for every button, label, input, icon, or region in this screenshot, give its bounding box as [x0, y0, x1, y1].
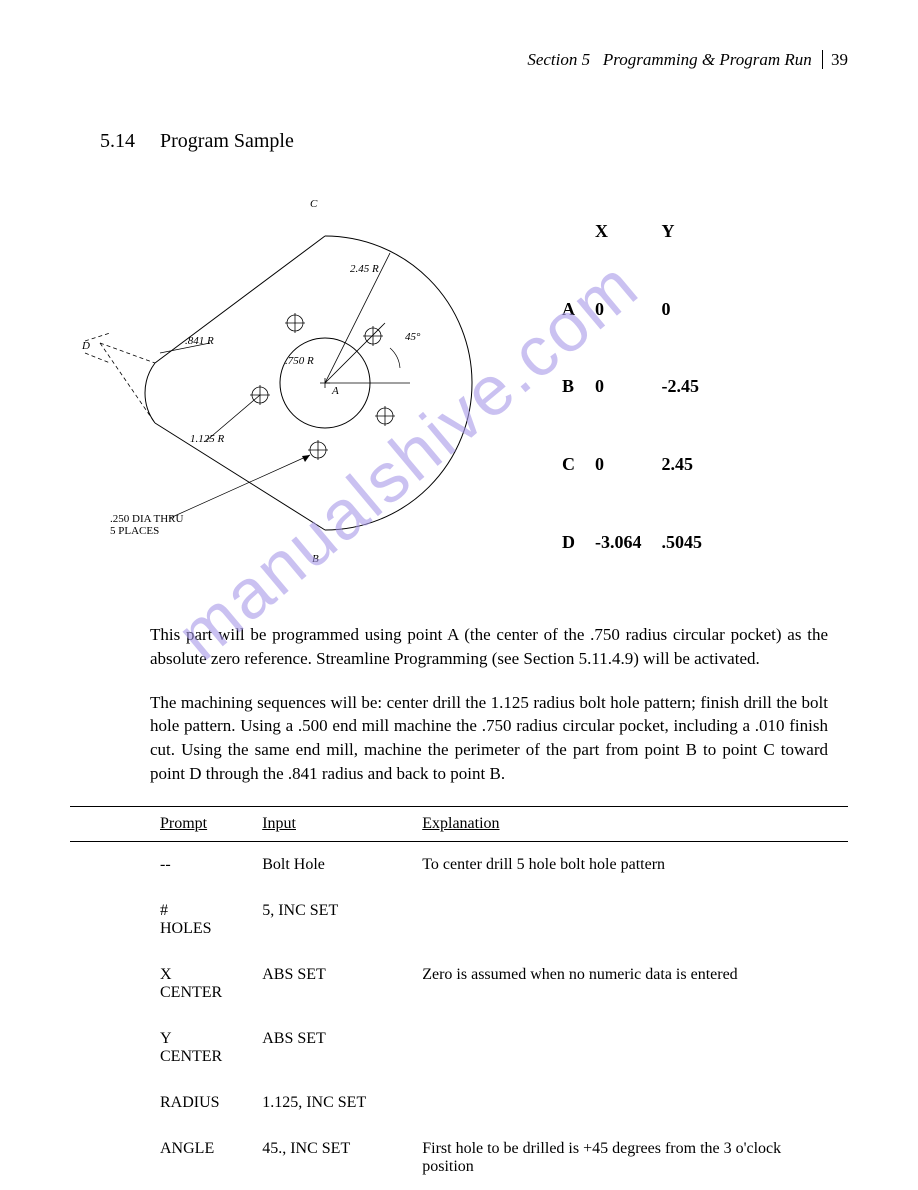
- dim-45deg: 45°: [405, 331, 420, 343]
- label-B: B: [312, 553, 319, 565]
- cell-input: 1.125, INC SET: [242, 1080, 402, 1126]
- coord-label: C: [562, 428, 593, 504]
- section-number: 5.14: [100, 130, 135, 152]
- paragraph-1: This part will be programmed using point…: [70, 623, 848, 671]
- dim-1125R: 1.125 R: [190, 433, 224, 445]
- page-number: 39: [822, 50, 848, 69]
- coord-y: 0: [662, 273, 721, 349]
- table-header-explanation: Explanation: [402, 806, 848, 841]
- cell-explanation: First hole to be drilled is +45 degrees …: [402, 1126, 848, 1190]
- cell-prompt: # HOLES: [70, 888, 242, 952]
- program-table: Prompt Input Explanation -- Bolt Hole To…: [70, 806, 848, 1190]
- table-row: ANGLE 45., INC SET First hole to be dril…: [70, 1126, 848, 1190]
- table-row: -- Bolt Hole To center drill 5 hole bolt…: [70, 841, 848, 888]
- cell-explanation: [402, 1080, 848, 1126]
- coord-x: 0: [595, 273, 660, 349]
- section-heading: 5.14 Program Sample: [70, 130, 848, 153]
- coord-x: 0: [595, 428, 660, 504]
- coord-x: -3.064: [595, 505, 660, 581]
- dim-841R: .841 R: [185, 335, 214, 347]
- table-header-input: Input: [242, 806, 402, 841]
- header-title: Programming & Program Run: [603, 50, 812, 69]
- dim-245R: 2.45 R: [350, 263, 379, 275]
- coord-header-y: Y: [662, 195, 721, 271]
- cell-input: ABS SET: [242, 1016, 402, 1080]
- label-A: A: [332, 385, 339, 397]
- dim-5places: 5 PLACES: [110, 525, 159, 537]
- cell-input: 45., INC SET: [242, 1126, 402, 1190]
- figure-area: C B D A 2.45 R .750 R .841 R 1.125 R 45°…: [70, 183, 848, 583]
- coord-y: -2.45: [662, 350, 721, 426]
- coord-label: B: [562, 350, 593, 426]
- cell-input: ABS SET: [242, 952, 402, 1016]
- coord-y: .5045: [662, 505, 721, 581]
- coord-y: 2.45: [662, 428, 721, 504]
- cell-explanation: [402, 1016, 848, 1080]
- label-D: D: [82, 340, 90, 352]
- section-label: Section 5: [527, 50, 590, 69]
- dim-250dia: .250 DIA THRU: [110, 513, 183, 525]
- dim-750R: .750 R: [285, 355, 314, 367]
- cell-explanation: [402, 888, 848, 952]
- coord-header-x: X: [595, 195, 660, 271]
- paragraph-2: The machining sequences will be: center …: [70, 691, 848, 786]
- table-row: # HOLES 5, INC SET: [70, 888, 848, 952]
- coord-row: C 0 2.45: [562, 428, 720, 504]
- cell-explanation: Zero is assumed when no numeric data is …: [402, 952, 848, 1016]
- coord-row: D -3.064 .5045: [562, 505, 720, 581]
- cell-prompt: --: [70, 841, 242, 888]
- coord-label: A: [562, 273, 593, 349]
- coordinate-table: X Y A 0 0 B 0 -2.45 C 0 2.45 D -3.064 .5…: [560, 193, 722, 583]
- table-header-prompt: Prompt: [70, 806, 242, 841]
- section-title: Program Sample: [160, 130, 294, 152]
- coord-row: B 0 -2.45: [562, 350, 720, 426]
- cell-prompt: X CENTER: [70, 952, 242, 1016]
- table-row: X CENTER ABS SET Zero is assumed when no…: [70, 952, 848, 1016]
- coord-label: D: [562, 505, 593, 581]
- page-header: Section 5 Programming & Program Run 39: [70, 50, 848, 70]
- coord-x: 0: [595, 350, 660, 426]
- cell-explanation: To center drill 5 hole bolt hole pattern: [402, 841, 848, 888]
- label-C: C: [310, 198, 317, 210]
- table-row: Y CENTER ABS SET: [70, 1016, 848, 1080]
- table-row: RADIUS 1.125, INC SET: [70, 1080, 848, 1126]
- cell-input: Bolt Hole: [242, 841, 402, 888]
- engineering-diagram: C B D A 2.45 R .750 R .841 R 1.125 R 45°…: [80, 183, 500, 583]
- cell-prompt: ANGLE: [70, 1126, 242, 1190]
- coord-header-blank: [562, 195, 593, 271]
- cell-prompt: RADIUS: [70, 1080, 242, 1126]
- cell-input: 5, INC SET: [242, 888, 402, 952]
- cell-prompt: Y CENTER: [70, 1016, 242, 1080]
- coord-row: A 0 0: [562, 273, 720, 349]
